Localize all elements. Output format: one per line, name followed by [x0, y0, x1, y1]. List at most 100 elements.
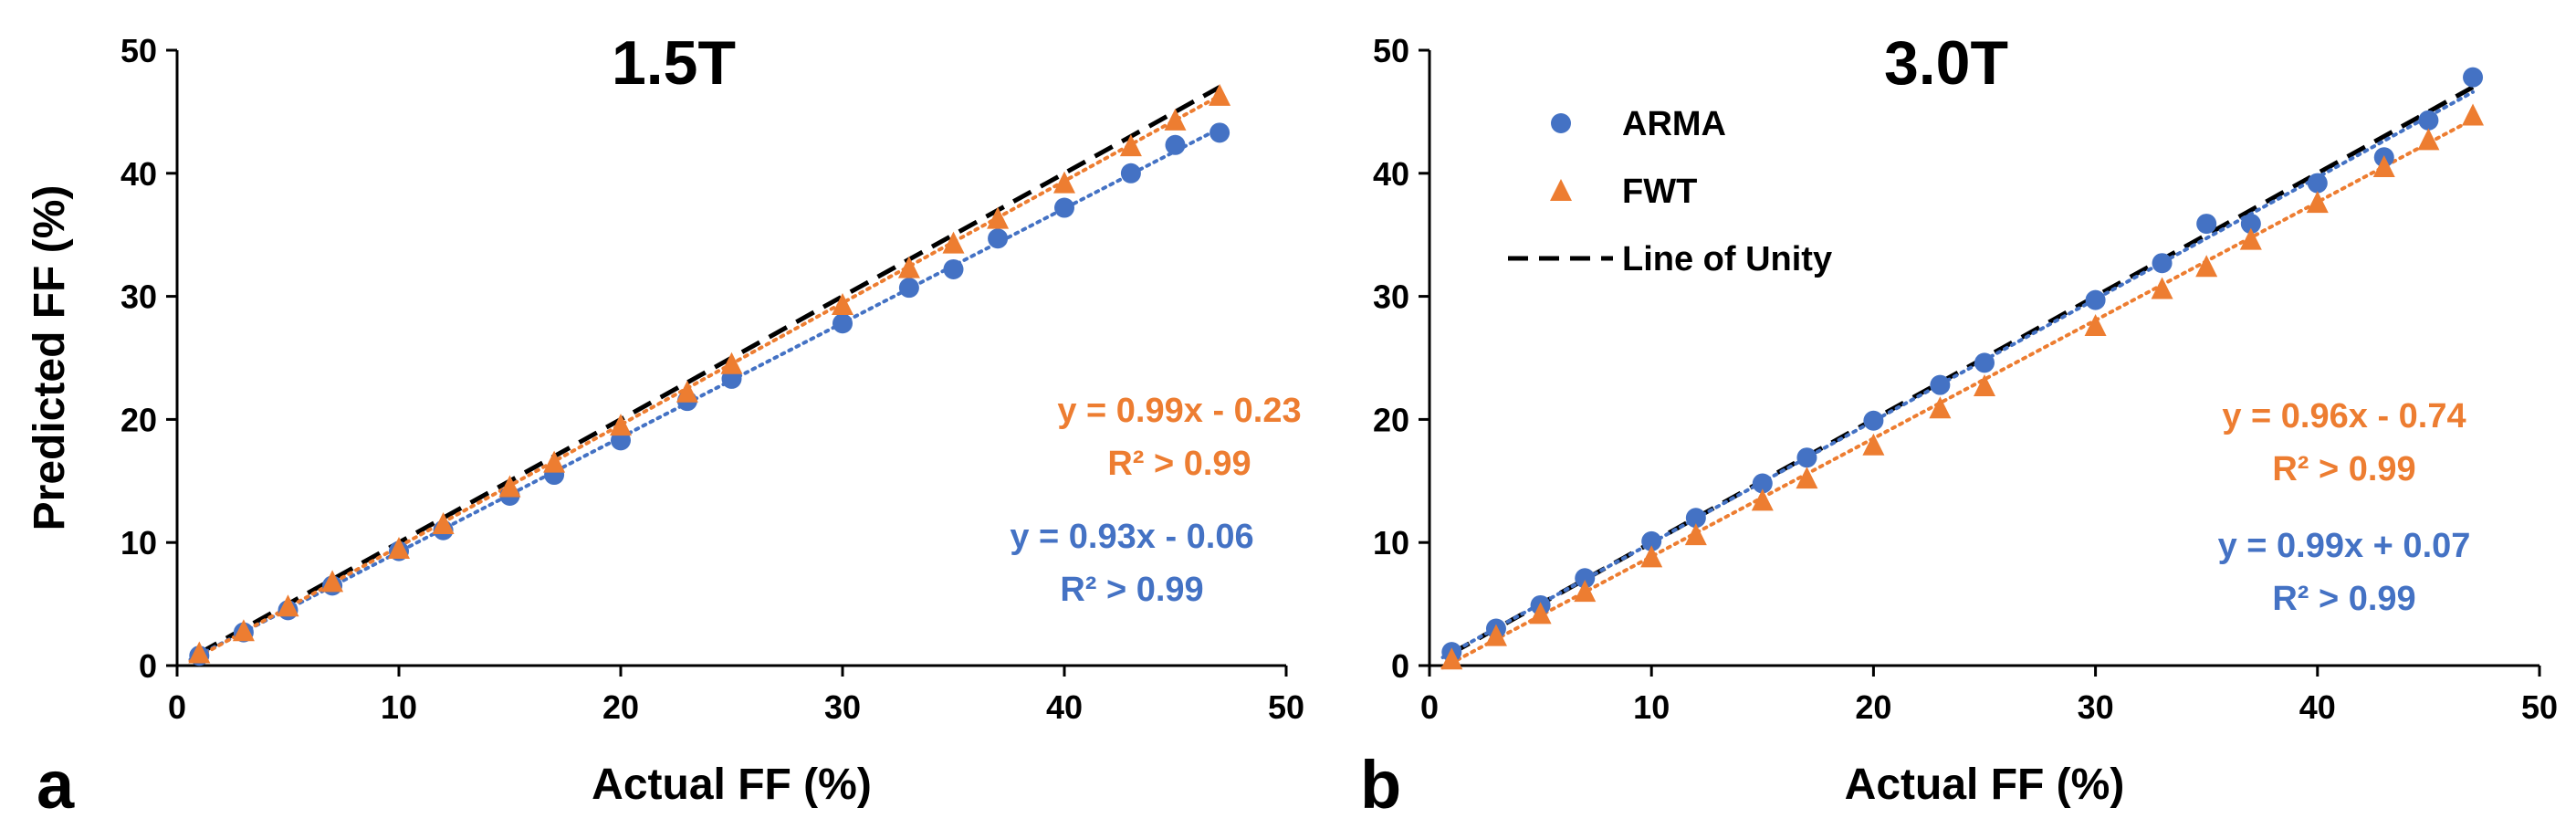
- data-point-arma: [1165, 134, 1186, 155]
- data-point-fwt: [897, 256, 920, 278]
- data-point-arma: [943, 258, 964, 279]
- x-tick-label: 10: [381, 688, 417, 726]
- data-point-arma: [1120, 163, 1141, 184]
- data-point-fwt: [232, 619, 255, 642]
- data-point-fwt: [277, 594, 299, 617]
- fwt-fit-r2: R² > 0.99: [1107, 445, 1251, 483]
- data-point-fwt: [543, 450, 566, 473]
- fwt-fit-equation: y = 0.99x - 0.23: [1057, 392, 1301, 430]
- data-point-fwt: [1974, 374, 1995, 397]
- data-point-arma: [832, 313, 853, 334]
- data-point-arma: [1796, 447, 1817, 468]
- x-axis-label: Actual FF (%): [592, 761, 872, 809]
- fwt-fit-r2: R² > 0.99: [2272, 450, 2415, 488]
- x-tick-label: 40: [2299, 688, 2336, 726]
- x-tick-label: 20: [1855, 688, 1891, 726]
- x-tick-label: 30: [2078, 688, 2114, 726]
- y-tick-label: 0: [1391, 647, 1409, 685]
- data-point-fwt: [2462, 103, 2485, 126]
- data-point-arma: [2196, 214, 2217, 235]
- chart-title: 1.5T: [612, 28, 736, 98]
- y-tick-label: 50: [1373, 32, 1409, 69]
- arma-fit-equation: y = 0.93x - 0.06: [1010, 518, 1253, 556]
- legend-label: FWT: [1622, 173, 1697, 211]
- data-point-fwt: [832, 293, 853, 316]
- trendline-arma: [1440, 89, 2476, 660]
- chart-title: 3.0T: [1884, 28, 2008, 98]
- data-point-arma: [2085, 289, 2106, 310]
- fwt-fit-equation: y = 0.96x - 0.74: [2222, 397, 2466, 435]
- y-axis-label: Predicted FF (%): [26, 185, 74, 531]
- data-point-fwt: [2084, 313, 2107, 336]
- y-tick-label: 30: [1373, 278, 1409, 316]
- data-point-fwt: [1796, 467, 1818, 489]
- y-tick-label: 10: [120, 524, 157, 561]
- data-point-arma: [1863, 410, 1884, 431]
- data-point-arma: [1054, 197, 1074, 218]
- y-tick-label: 10: [1373, 524, 1409, 561]
- x-tick-label: 0: [1420, 688, 1439, 726]
- data-point-arma: [1752, 473, 1773, 494]
- data-point-arma: [1209, 122, 1230, 143]
- trendline-fwt: [188, 93, 1222, 664]
- data-point-arma: [1575, 568, 1596, 589]
- data-point-fwt: [188, 641, 211, 664]
- data-point-arma: [2463, 67, 2484, 88]
- data-point-arma: [2307, 173, 2328, 194]
- legend-marker-triangle: [1550, 179, 1572, 201]
- y-tick-label: 20: [1373, 401, 1409, 438]
- data-point-fwt: [1751, 488, 1774, 511]
- x-tick-label: 50: [2521, 688, 2558, 726]
- trendline-arma: [188, 126, 1222, 662]
- x-tick-label: 20: [602, 688, 639, 726]
- y-tick-label: 30: [120, 278, 157, 316]
- y-tick-label: 20: [120, 401, 157, 438]
- data-point-fwt: [942, 231, 965, 254]
- x-tick-label: 10: [1633, 688, 1670, 726]
- panel-label: a: [37, 747, 75, 823]
- chart-panel-b: 0 10 20 30 40 50 0 10 20 30 40 50 Actual FF (%) 3.0T b…: [1360, 28, 2558, 823]
- chart-panel-a: 0 10 20 30 40 50 0 10 20 30 40 50 Actual FF (%) Predi…: [26, 28, 1304, 823]
- x-tick-label: 0: [168, 688, 186, 726]
- y-tick-label: 40: [1373, 155, 1409, 193]
- data-point-fwt: [720, 352, 743, 374]
- data-point-fwt: [432, 511, 455, 534]
- data-point-fwt: [610, 414, 632, 436]
- data-point-fwt: [498, 475, 521, 498]
- legend-marker-circle: [1551, 113, 1571, 133]
- panel-label: b: [1360, 747, 1401, 823]
- data-point-fwt: [1640, 545, 1663, 568]
- data-point-fwt: [388, 536, 410, 559]
- data-point-arma: [898, 278, 919, 299]
- data-point-fwt: [1529, 602, 1552, 624]
- data-point-fwt: [2417, 128, 2440, 151]
- data-point-fwt: [1440, 647, 1463, 670]
- data-point-fwt: [987, 206, 1010, 229]
- data-point-fwt: [1119, 134, 1142, 157]
- data-point-fwt: [2372, 155, 2395, 178]
- data-point-arma: [1641, 530, 1662, 551]
- data-point-arma: [1930, 374, 1951, 395]
- data-point-arma: [2152, 253, 2173, 274]
- data-point-fwt: [2151, 277, 2173, 299]
- data-point-arma: [988, 228, 1009, 249]
- legend-label: ARMA: [1622, 105, 1726, 143]
- legend: ARMA FWT Line of Unity: [1508, 105, 1832, 278]
- data-point-fwt: [2306, 191, 2329, 214]
- data-point-fwt: [1164, 108, 1187, 131]
- data-point-fwt: [321, 570, 344, 593]
- trendline-fwt: [1440, 117, 2476, 670]
- legend-label: Line of Unity: [1622, 240, 1832, 278]
- data-point-fwt: [1484, 624, 1507, 646]
- arma-fit-r2: R² > 0.99: [2272, 580, 2415, 618]
- y-tick-label: 50: [120, 32, 157, 69]
- data-point-arma: [1685, 508, 1706, 529]
- y-tick-label: 0: [139, 647, 157, 685]
- data-point-fwt: [1053, 171, 1075, 194]
- arma-fit-equation: y = 0.99x + 0.07: [2218, 527, 2471, 565]
- x-axis-label: Actual FF (%): [1845, 761, 2125, 809]
- data-point-fwt: [2239, 227, 2262, 250]
- data-point-fwt: [1574, 580, 1597, 603]
- data-point-fwt: [1862, 433, 1885, 456]
